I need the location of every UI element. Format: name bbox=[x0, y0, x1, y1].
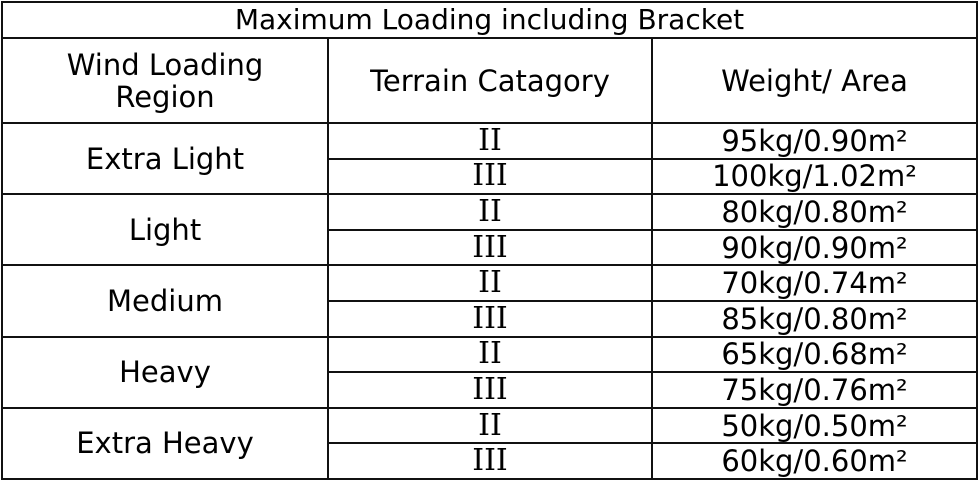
terrain-cell: II bbox=[327, 335, 653, 374]
table-row: III 75kg/0.76m² bbox=[2, 371, 978, 409]
weight-cell: 60kg/0.60m² bbox=[651, 442, 978, 480]
header-row: Wind Loading Region Terrain Catagory Wei… bbox=[1, 37, 978, 124]
terrain-cell: III bbox=[327, 228, 653, 267]
terrain-cell: III bbox=[327, 157, 653, 196]
header-weight: Weight/ Area bbox=[651, 37, 978, 124]
header-region-line2: Region bbox=[115, 79, 215, 114]
weight-cell: 90kg/0.90m² bbox=[651, 228, 978, 267]
terrain-cell: II bbox=[327, 193, 653, 231]
weight-cell: 70kg/0.74m² bbox=[651, 264, 978, 302]
title-row: Maximum Loading including Bracket bbox=[1, 1, 978, 39]
weight-cell: 50kg/0.50m² bbox=[651, 406, 978, 445]
table-row: Medium II 70kg/0.74m² bbox=[1, 264, 978, 338]
table-row: Light II 80kg/0.80m² bbox=[1, 193, 978, 267]
region-cell: Extra Light bbox=[1, 121, 329, 196]
terrain-cell: II bbox=[327, 264, 653, 302]
terrain-cell: III bbox=[327, 371, 653, 409]
region-cell: Light bbox=[1, 193, 329, 267]
table-row: III 85kg/0.80m² bbox=[2, 299, 978, 338]
weight-cell: 85kg/0.80m² bbox=[651, 299, 978, 338]
terrain-cell: III bbox=[327, 442, 653, 480]
weight-cell: 65kg/0.68m² bbox=[651, 335, 978, 374]
table-row: Extra Light II 95kg/0.90m² bbox=[1, 121, 978, 196]
region-cell: Extra Heavy bbox=[1, 406, 329, 480]
terrain-cell: II bbox=[327, 406, 653, 445]
region-cell: Heavy bbox=[1, 335, 329, 409]
weight-cell: 80kg/0.80m² bbox=[651, 193, 978, 231]
table-row: III 90kg/0.90m² bbox=[2, 228, 978, 267]
header-region: Wind Loading Region bbox=[1, 37, 329, 124]
header-region-line1: Wind Loading bbox=[66, 47, 264, 82]
table-row: III 100kg/1.02m² bbox=[2, 157, 978, 196]
table-row: Extra Heavy II 50kg/0.50m² bbox=[1, 406, 978, 480]
table-row: III 60kg/0.60m² bbox=[2, 442, 978, 480]
weight-cell: 100kg/1.02m² bbox=[651, 157, 978, 196]
header-terrain: Terrain Catagory bbox=[327, 37, 653, 124]
region-cell: Medium bbox=[1, 264, 329, 338]
weight-cell: 95kg/0.90m² bbox=[651, 122, 978, 160]
table-row: Heavy II 65kg/0.68m² bbox=[1, 335, 978, 409]
weight-cell: 75kg/0.76m² bbox=[651, 371, 978, 409]
terrain-cell: III bbox=[327, 299, 653, 338]
table-title: Maximum Loading including Bracket bbox=[1, 1, 978, 39]
terrain-cell: II bbox=[327, 122, 653, 160]
